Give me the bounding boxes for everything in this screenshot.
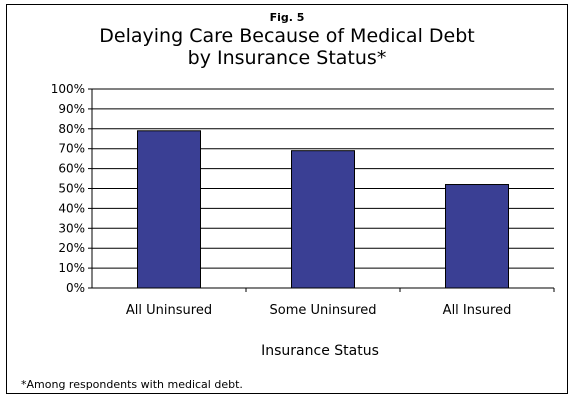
y-tick-label: 40%	[58, 201, 85, 215]
footnote: *Among respondents with medical debt.	[21, 378, 243, 391]
y-tick-label: 100%	[51, 82, 85, 96]
bar	[137, 130, 201, 289]
chart-frame: Fig. 5 Delaying Care Because of Medical …	[6, 4, 568, 394]
chart-title-line-2: by Insurance Status*	[187, 47, 387, 69]
y-tick-label: 10%	[58, 261, 85, 275]
y-tick-label: 80%	[58, 122, 85, 136]
bar-chart: 0% 10% 20% 30% 40% 50% 60% 70% 80% 90% 100% All Uni…	[51, 82, 555, 359]
y-tick-label: 60%	[58, 162, 85, 176]
y-tick-label: 50%	[58, 182, 85, 196]
y-tick-label: 90%	[58, 102, 85, 116]
bar	[291, 150, 355, 289]
y-tick-label: 20%	[58, 241, 85, 255]
figure-label: Fig. 5	[269, 11, 305, 24]
x-tick-label: All Insured	[443, 303, 512, 318]
x-tick-label: All Uninsured	[126, 303, 212, 318]
y-tick-label: 30%	[58, 221, 85, 235]
chart-title-line-1: Delaying Care Because of Medical Debt	[99, 25, 475, 47]
bar	[445, 184, 509, 289]
x-tick-label: Some Uninsured	[270, 303, 377, 318]
y-tick-label: 0%	[66, 281, 85, 295]
x-axis-title: Insurance Status	[261, 343, 379, 359]
y-tick-label: 70%	[58, 142, 85, 156]
